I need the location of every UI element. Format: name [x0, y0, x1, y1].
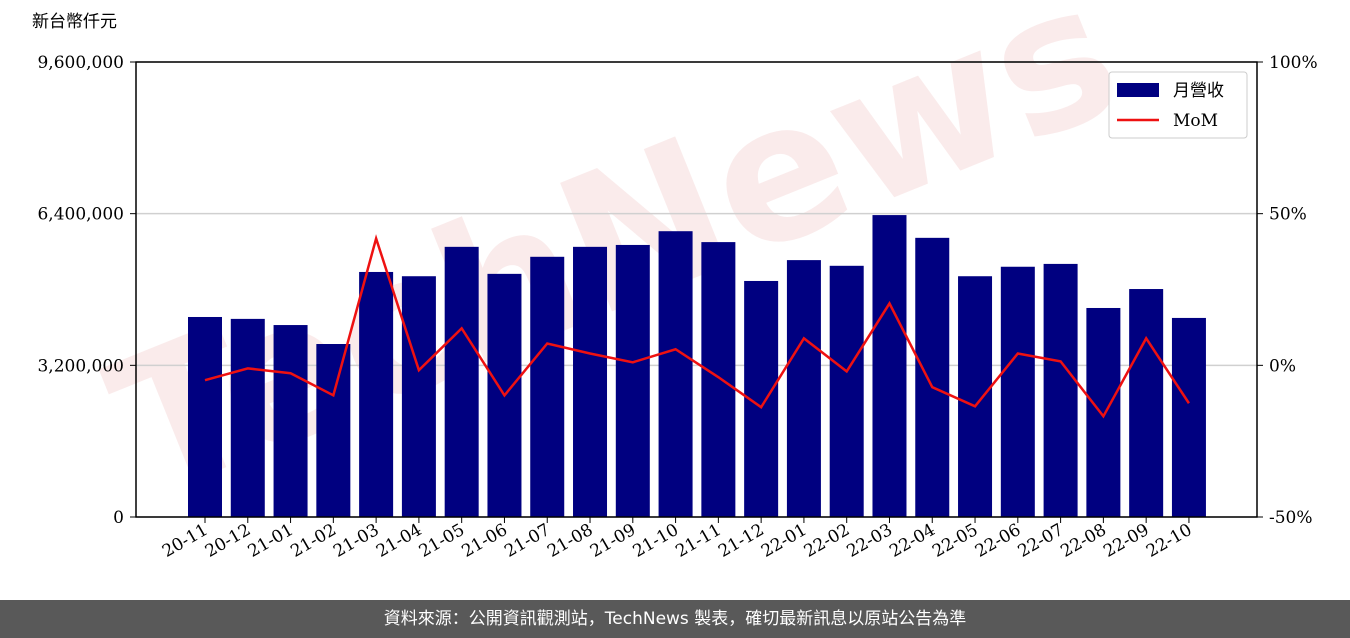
bar [872, 215, 907, 517]
bar [573, 246, 608, 517]
x-tick-label: 21-07 [501, 520, 553, 562]
bar [1171, 317, 1206, 517]
legend-swatch [1117, 83, 1159, 97]
legend-label: MoM [1173, 111, 1218, 131]
footer: 資料來源：公開資訊觀測站，TechNews 製表，確切最新訊息以原站公告為準 [0, 600, 1350, 638]
x-tick-label: 22-04 [886, 520, 938, 562]
x-tick-label: 21-10 [630, 520, 682, 562]
bar [915, 237, 950, 517]
x-tick-label: 22-09 [1100, 520, 1152, 562]
line [204, 234, 1190, 419]
x-tick-label: 22-08 [1057, 520, 1109, 562]
bar [359, 271, 394, 517]
x-tick-label: 22-06 [972, 520, 1024, 562]
bar [701, 242, 736, 517]
plot-frame [135, 61, 1258, 518]
y-tick-label: 0 [113, 508, 124, 528]
legend-label: 月營收 [1173, 81, 1224, 101]
bar [401, 276, 436, 517]
x-tick-label: 22-03 [844, 520, 896, 562]
bar [958, 276, 993, 517]
x-tick-label: 21-06 [459, 520, 511, 562]
x-tick-label: 21-02 [287, 520, 339, 562]
x-tick-label: 22-10 [1143, 520, 1195, 562]
bar [273, 325, 308, 517]
bar [230, 318, 265, 517]
bar [1129, 289, 1164, 517]
bar [658, 231, 693, 517]
x-tick-label: 21-08 [544, 520, 596, 562]
x-tick-label: 21-04 [373, 520, 425, 562]
y2-tick-label: 50% [1269, 205, 1307, 225]
bar [1000, 266, 1035, 517]
y-tick-label: 9,600,000 [37, 53, 124, 73]
x-tick-label: 21-03 [330, 520, 382, 562]
y2-tick-label: -50% [1269, 508, 1313, 528]
x-tick-label: 21-11 [672, 520, 724, 562]
y-tick-label: 3,200,000 [37, 356, 124, 376]
bar [1043, 263, 1078, 517]
bar [316, 344, 351, 517]
bar [530, 256, 565, 517]
y2-tick-label: 100% [1269, 53, 1318, 73]
bar [188, 316, 222, 517]
y2-tick-label: 0% [1269, 356, 1296, 376]
y-tick-label: 6,400,000 [37, 205, 124, 225]
bar [829, 265, 864, 517]
x-tick-label: 21-09 [587, 520, 639, 562]
x-tick-label: 21-05 [416, 520, 468, 562]
x-tick-label: 21-12 [715, 520, 767, 562]
x-tick-label: 22-02 [801, 520, 853, 562]
x-tick-label: 22-07 [1015, 520, 1067, 562]
chart: 新台幣仟元 TechNews03,200,0006,400,0009,600,0… [32, 0, 1318, 562]
bar [444, 246, 479, 517]
x-tick-label: 22-05 [929, 520, 981, 562]
x-tick-label: 21-01 [245, 520, 297, 562]
bar [615, 244, 650, 517]
bar [786, 260, 821, 517]
y-axis-label: 新台幣仟元 [32, 12, 117, 32]
x-tick-label: 22-01 [758, 520, 810, 562]
x-tick-label: 20-12 [202, 520, 254, 562]
bar [1086, 307, 1121, 517]
